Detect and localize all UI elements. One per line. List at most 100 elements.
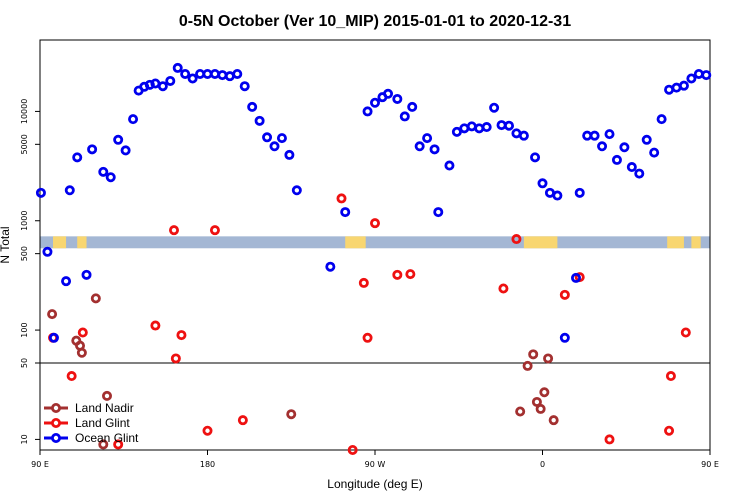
point-ocean-glint-2 (48, 332, 59, 343)
point-land-glint-20 (559, 289, 570, 300)
point-ocean-glint-76 (649, 147, 660, 158)
point-ocean-glint-48 (433, 207, 444, 218)
land-segment-5 (691, 236, 701, 249)
point-land-glint-6 (170, 353, 181, 364)
point-land-glint-23 (664, 425, 675, 436)
data-points (35, 62, 712, 455)
point-land-glint-14 (362, 332, 373, 343)
point-land-nadir-4 (76, 347, 87, 358)
point-ocean-glint-0 (35, 187, 46, 198)
series-land-glint (48, 193, 691, 455)
point-ocean-glint-55 (489, 102, 500, 113)
point-land-glint-13 (358, 277, 369, 288)
x-tick-label-2: 90 W (365, 460, 386, 469)
point-land-nadir-7 (286, 409, 297, 420)
point-ocean-glint-50 (451, 126, 462, 137)
point-ocean-glint-77 (656, 114, 667, 125)
land-segment-3 (523, 236, 558, 249)
point-ocean-glint-6 (81, 269, 92, 280)
x-tick-label-0: 90 E (31, 460, 49, 469)
y-tick-label-3: 500 (20, 246, 29, 261)
point-ocean-glint-12 (128, 114, 139, 125)
x-axis: 90 E 180 90 W 0 90 E (31, 450, 719, 469)
point-ocean-glint-46 (422, 133, 433, 144)
x-axis-label: Longitude (deg E) (327, 477, 422, 491)
point-ocean-glint-45 (414, 141, 425, 152)
series-ocean-glint (35, 62, 712, 343)
y-tick-label-2: 100 (20, 322, 29, 337)
point-ocean-glint-8 (98, 166, 109, 177)
point-ocean-glint-33 (276, 133, 287, 144)
point-ocean-glint-29 (247, 101, 258, 112)
point-ocean-glint-9 (105, 172, 116, 183)
point-ocean-glint-74 (634, 168, 645, 179)
point-ocean-glint-75 (641, 134, 652, 145)
point-ocean-glint-43 (399, 111, 410, 122)
point-ocean-glint-73 (626, 162, 637, 173)
point-ocean-glint-24 (209, 68, 220, 79)
point-ocean-glint-66 (574, 187, 585, 198)
x-tick-label-1: 180 (200, 460, 215, 469)
point-land-nadir-12 (535, 403, 546, 414)
point-ocean-glint-31 (262, 132, 273, 143)
point-ocean-glint-44 (407, 101, 418, 112)
point-ocean-glint-10 (113, 134, 124, 145)
land-segment-2 (345, 236, 366, 249)
point-ocean-glint-65 (571, 272, 582, 283)
y-axis-label: N Total (0, 226, 12, 263)
point-land-glint-8 (202, 425, 213, 436)
point-ocean-glint-83 (701, 70, 712, 81)
legend-label-1: Land Glint (75, 416, 130, 430)
point-land-glint-19 (511, 234, 522, 245)
point-land-glint-15 (369, 218, 380, 229)
point-land-glint-18 (498, 283, 509, 294)
legend-marker-2 (51, 432, 62, 443)
x-tick-label-4: 90 E (701, 460, 719, 469)
point-ocean-glint-42 (392, 93, 403, 104)
chart-title: 0-5N October (Ver 10_MIP) 2015-01-01 to … (179, 13, 571, 30)
point-ocean-glint-19 (172, 62, 183, 73)
point-ocean-glint-60 (530, 152, 541, 163)
point-land-nadir-9 (522, 360, 533, 371)
legend-marker-0 (51, 402, 62, 413)
point-ocean-glint-17 (157, 81, 168, 92)
point-ocean-glint-53 (474, 123, 485, 134)
point-land-nadir-13 (539, 387, 550, 398)
point-ocean-glint-1 (42, 246, 53, 257)
point-land-glint-22 (604, 434, 615, 445)
point-ocean-glint-39 (369, 97, 380, 108)
point-land-nadir-6 (102, 390, 113, 401)
point-ocean-glint-30 (254, 115, 265, 126)
point-ocean-glint-18 (165, 75, 176, 86)
ocean-band (40, 236, 710, 249)
series-land-nadir (47, 293, 559, 450)
y-axis: 10 50 100 500 1000 5000 10000 (20, 99, 40, 444)
point-ocean-glint-25 (217, 70, 228, 81)
point-ocean-glint-59 (518, 130, 529, 141)
point-land-nadir-5 (98, 439, 109, 450)
point-ocean-glint-81 (686, 73, 697, 84)
y-tick-label-4: 1000 (20, 211, 29, 231)
point-ocean-glint-38 (362, 106, 373, 117)
point-land-nadir-8 (515, 406, 526, 417)
point-land-glint-16 (392, 269, 403, 280)
point-land-glint-10 (237, 415, 248, 426)
point-ocean-glint-5 (72, 152, 83, 163)
point-ocean-glint-41 (383, 88, 394, 99)
point-ocean-glint-64 (559, 332, 570, 343)
point-ocean-glint-68 (589, 130, 600, 141)
point-ocean-glint-63 (552, 190, 563, 201)
point-land-glint-3 (113, 439, 124, 450)
y-tick-label-0: 10 (20, 434, 29, 444)
y-tick-label-5: 5000 (20, 134, 29, 154)
point-ocean-glint-57 (503, 120, 514, 131)
land-segment-1 (77, 236, 87, 249)
point-ocean-glint-54 (481, 122, 492, 133)
legend-label-2: Ocean Glint (75, 431, 139, 445)
point-land-glint-11 (336, 193, 347, 204)
point-ocean-glint-3 (61, 276, 72, 287)
point-ocean-glint-71 (611, 154, 622, 165)
point-ocean-glint-35 (291, 185, 302, 196)
point-ocean-glint-27 (232, 68, 243, 79)
